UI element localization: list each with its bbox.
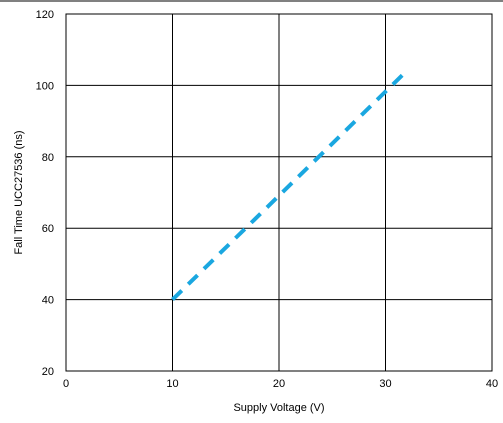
y-tick-label: 100: [36, 80, 54, 92]
plot-frame: [65, 13, 493, 372]
grid-layer: [66, 14, 492, 371]
y-tick-label: 60: [42, 223, 54, 235]
y-tick-label: 20: [42, 366, 54, 378]
tick-label-layer: 0 10 20 30 40 20 40 60 80 100 120: [36, 9, 498, 390]
x-tick-label: 20: [273, 378, 285, 390]
x-tick-label: 10: [166, 378, 178, 390]
y-tick-label: 120: [36, 9, 54, 21]
x-axis-label: Supply Voltage (V): [233, 402, 324, 414]
y-tick-label: 40: [42, 295, 54, 307]
series-line: [171, 71, 407, 302]
x-tick-label: 0: [63, 378, 69, 390]
x-tick-label: 30: [379, 378, 391, 390]
x-tick-label: 40: [486, 378, 498, 390]
y-axis-label: Fall Time UCC27536 (ns): [13, 130, 25, 254]
series-layer: [171, 71, 407, 302]
y-tick-label: 80: [42, 152, 54, 164]
